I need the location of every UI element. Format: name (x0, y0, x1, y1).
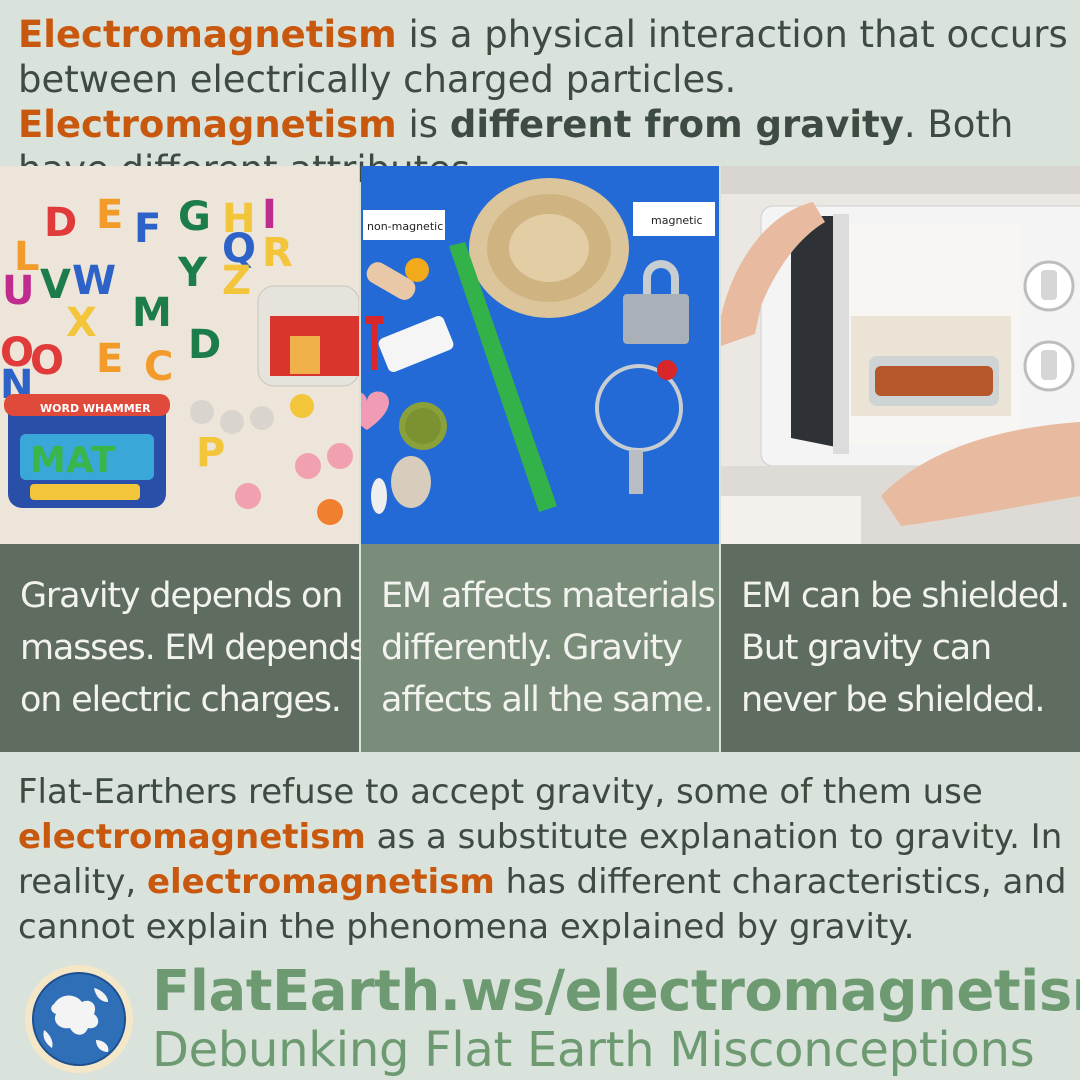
microwave-photo (721, 166, 1080, 544)
caption-gravity-masses: Gravity depends on masses. EM depends on… (0, 544, 367, 752)
intro-text-1: is a physical interaction that occurs be… (18, 13, 1068, 101)
svg-text:O: O (30, 338, 64, 384)
svg-text:X: X (66, 300, 97, 346)
svg-text:Z: Z (222, 258, 251, 304)
caption-line: masses. EM depends (20, 628, 367, 668)
caption-em-shielded: EM can be shielded. But gravity can neve… (721, 544, 1080, 752)
conclusion-text-1: Flat-Earthers refuse to accept gravity, … (18, 772, 983, 812)
magnetic-label: magnetic (651, 214, 703, 227)
site-url[interactable]: FlatEarth.ws/electromagnetism (152, 959, 1080, 1024)
caption-line: EM can be shielded. (741, 576, 1070, 616)
svg-text:D: D (44, 200, 77, 246)
conclusion-highlight-1: electromagnetism (18, 817, 366, 857)
svg-text:E: E (96, 192, 123, 238)
svg-text:C: C (144, 344, 173, 390)
intro-highlight-2: Electromagnetism (18, 103, 397, 146)
caption-line: Gravity depends on (20, 576, 343, 616)
conclusion-text-2: as a substitute explanation to gravity. … (18, 817, 1063, 902)
intro-text-2: is (396, 103, 450, 146)
svg-text:Y: Y (177, 250, 208, 296)
svg-text:Q: Q (222, 226, 256, 272)
caption-line: EM affects materials (381, 576, 716, 616)
svg-text:M: M (132, 290, 172, 336)
svg-text:U: U (2, 268, 34, 314)
footer: FlatEarth.ws/electromagnetism Debunking … (0, 958, 1080, 1080)
caption-line: never be shielded. (741, 680, 1045, 720)
conclusion-highlight-2: electromagnetism (146, 862, 495, 902)
intro-bold: different from gravity (449, 103, 904, 146)
caption-em-materials: EM affects materials differently. Gravit… (361, 544, 719, 752)
site-tagline: Debunking Flat Earth Misconceptions (152, 1022, 1035, 1078)
svg-text:V: V (40, 262, 71, 308)
magnetic-objects-photo: non-magnetic magnetic (361, 166, 719, 544)
caption-line: on electric charges. (20, 680, 342, 720)
globe-icon (25, 965, 133, 1073)
svg-text:H: H (222, 196, 255, 242)
caption-line: differently. Gravity (381, 628, 683, 668)
svg-text:L: L (14, 234, 40, 280)
svg-text:I: I (262, 192, 277, 238)
fridge-magnets-photo: D E F G H I Q R L U V W Y Z M X D O O E (0, 166, 359, 544)
conclusion-text-3: has different characteristics, and canno… (18, 862, 1067, 947)
caption-line: But gravity can (741, 628, 992, 668)
svg-text:G: G (178, 194, 211, 240)
svg-text:F: F (134, 206, 161, 252)
non-magnetic-label: non-magnetic (367, 220, 443, 233)
intro-paragraph: Electromagnetism is a physical interacti… (18, 12, 1068, 192)
svg-text:E: E (96, 336, 123, 382)
conclusion-paragraph: Flat-Earthers refuse to accept gravity, … (18, 770, 1068, 950)
image-row: D E F G H I Q R L U V W Y Z M X D O O E (0, 166, 1080, 544)
svg-text:D: D (188, 322, 221, 368)
caption-row: Gravity depends on masses. EM depends on… (0, 544, 1080, 752)
toy-word: MAT (30, 440, 116, 481)
svg-text:O: O (0, 330, 34, 376)
toy-brand-label: WORD WHAMMER (40, 402, 151, 415)
svg-text:W: W (72, 258, 116, 304)
caption-line: affects all the same. (381, 680, 714, 720)
intro-highlight-1: Electromagnetism (18, 13, 397, 56)
svg-text:P: P (196, 430, 225, 476)
svg-text:R: R (262, 230, 293, 276)
